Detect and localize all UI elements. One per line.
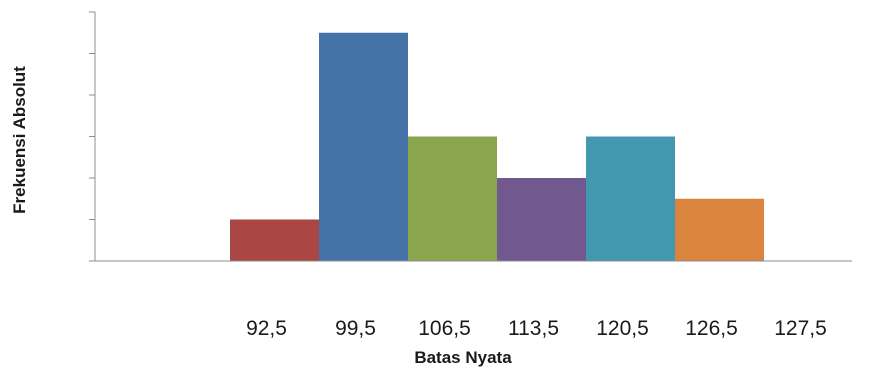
bar-5 [675,198,764,261]
bars [230,32,764,261]
x-tick-label-5: 126,5 [685,317,738,340]
bar-2 [408,136,497,261]
y-axis-ticks [89,11,95,262]
bar-1 [319,32,408,261]
x-tick-label-1: 99,5 [335,317,376,340]
bar-0 [230,219,319,261]
x-tick-label-0: 92,5 [246,317,287,340]
bar-4 [586,136,675,261]
x-tick-label-2: 106,5 [418,317,471,340]
x-tick-label-6: 127,5 [774,317,827,340]
x-tick-labels: 92,5 99,5 106,5 113,5 120,5 126,5 127,5 [246,317,827,340]
x-axis-title: Batas Nyata [414,348,512,367]
x-tick-label-3: 113,5 [508,317,559,340]
x-tick-label-4: 120,5 [596,317,649,340]
y-axis-title: Frekuensi Absolut [10,66,29,214]
bar-3 [497,178,586,261]
